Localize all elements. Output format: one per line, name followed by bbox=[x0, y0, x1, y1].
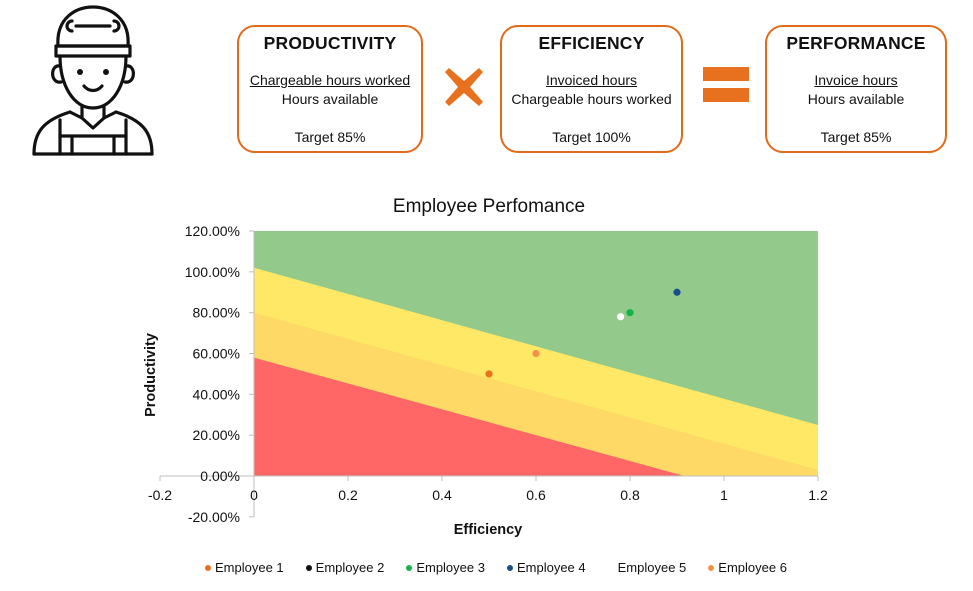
x-tick-labels: -0.2 0 0.2 0.4 0.6 0.8 1 1.2 bbox=[148, 476, 828, 503]
performance-card: PERFORMANCE Invoice hours Hours availabl… bbox=[765, 25, 947, 153]
productivity-title: PRODUCTIVITY bbox=[263, 33, 397, 53]
legend-item-employee-1: Employee 1 bbox=[205, 560, 284, 575]
legend-label: Employee 1 bbox=[215, 560, 284, 575]
legend-marker bbox=[406, 564, 413, 571]
legend-item-employee-6: Employee 6 bbox=[708, 560, 787, 575]
performance-numerator: Invoice hours bbox=[814, 72, 898, 88]
x-tick-label: 0.2 bbox=[338, 487, 358, 503]
equals-icon bbox=[703, 67, 749, 102]
point-employee-1 bbox=[485, 370, 493, 378]
mechanic-icon bbox=[32, 5, 154, 156]
productivity-numerator: Chargeable hours worked bbox=[249, 72, 411, 88]
legend-label: Employee 2 bbox=[315, 560, 385, 575]
point-employee-4 bbox=[673, 288, 681, 296]
y-tick-label: 100.00% bbox=[185, 264, 240, 280]
x-tick-label: 0.4 bbox=[432, 487, 452, 503]
x-tick-label: 0.6 bbox=[526, 487, 546, 503]
y-tick-label: -20.00% bbox=[188, 509, 240, 525]
legend-label: Employee 6 bbox=[718, 560, 787, 575]
legend-label: Employee 5 bbox=[617, 560, 687, 575]
efficiency-title: EFFICIENCY bbox=[538, 33, 645, 53]
performance-chart: Employee Perfomance -0.2 0 0.2 0.4 0.6 0.8 1 1.… bbox=[143, 196, 828, 538]
y-tick-label: 0.00% bbox=[200, 468, 240, 484]
y-tick-label: 60.00% bbox=[193, 346, 240, 362]
performance-title: PERFORMANCE bbox=[786, 33, 926, 53]
y-tick-label: 40.00% bbox=[193, 386, 240, 402]
legend-item-employee-5: Employee 5 bbox=[607, 560, 687, 575]
chart-title: Employee Perfomance bbox=[393, 196, 585, 217]
efficiency-card: EFFICIENCY Invoiced hours Chargeable hou… bbox=[500, 25, 683, 153]
chart-axes bbox=[160, 231, 818, 517]
x-tick-label: 0.8 bbox=[620, 487, 640, 503]
productivity-card: PRODUCTIVITY Chargeable hours worked Hou… bbox=[237, 25, 423, 153]
background-band-4 bbox=[254, 357, 685, 476]
x-axis-label: Efficiency bbox=[454, 522, 523, 538]
legend-marker bbox=[607, 564, 614, 571]
y-axis-label: Productivity bbox=[143, 333, 159, 417]
x-tick-label: 0 bbox=[250, 487, 258, 503]
legend-item-employee-4: Employee 4 bbox=[506, 560, 586, 575]
y-tick-label: 80.00% bbox=[193, 305, 240, 321]
data-points bbox=[485, 288, 681, 378]
efficiency-numerator: Invoiced hours bbox=[545, 72, 638, 88]
performance-target: Target 85% bbox=[820, 129, 892, 145]
y-tick-labels: -20.00% 0.00% 20.00% 40.00% 60.00% 80.00% 100.… bbox=[185, 223, 254, 525]
y-tick-label: 120.00% bbox=[185, 223, 240, 239]
legend-item-employee-2: Employee 2 bbox=[305, 560, 385, 575]
legend-item-employee-3: Employee 3 bbox=[406, 560, 485, 575]
legend-marker bbox=[708, 564, 715, 571]
x-tick-label: -0.2 bbox=[148, 487, 172, 503]
legend-marker bbox=[506, 564, 513, 571]
legend-label: Employee 4 bbox=[516, 560, 586, 575]
chart-legend: Employee 1 Employee 2 Employee 3 Employee 4… bbox=[205, 560, 805, 575]
x-tick-label: 1.2 bbox=[808, 487, 828, 503]
efficiency-target: Target 100% bbox=[552, 129, 631, 145]
point-employee-6 bbox=[532, 349, 540, 358]
legend-marker bbox=[305, 564, 312, 571]
times-icon bbox=[445, 68, 483, 106]
legend-marker bbox=[205, 564, 211, 571]
legend-label: Employee 3 bbox=[416, 560, 485, 575]
productivity-denominator: Hours available bbox=[281, 91, 379, 107]
point-employee-5 bbox=[617, 313, 625, 321]
y-tick-label: 20.00% bbox=[193, 427, 240, 443]
performance-denominator: Hours available bbox=[807, 91, 905, 107]
x-tick-label: 1 bbox=[720, 487, 728, 503]
point-employee-3 bbox=[626, 309, 634, 317]
productivity-target: Target 85% bbox=[294, 129, 366, 145]
efficiency-denominator: Chargeable hours worked bbox=[511, 91, 672, 107]
